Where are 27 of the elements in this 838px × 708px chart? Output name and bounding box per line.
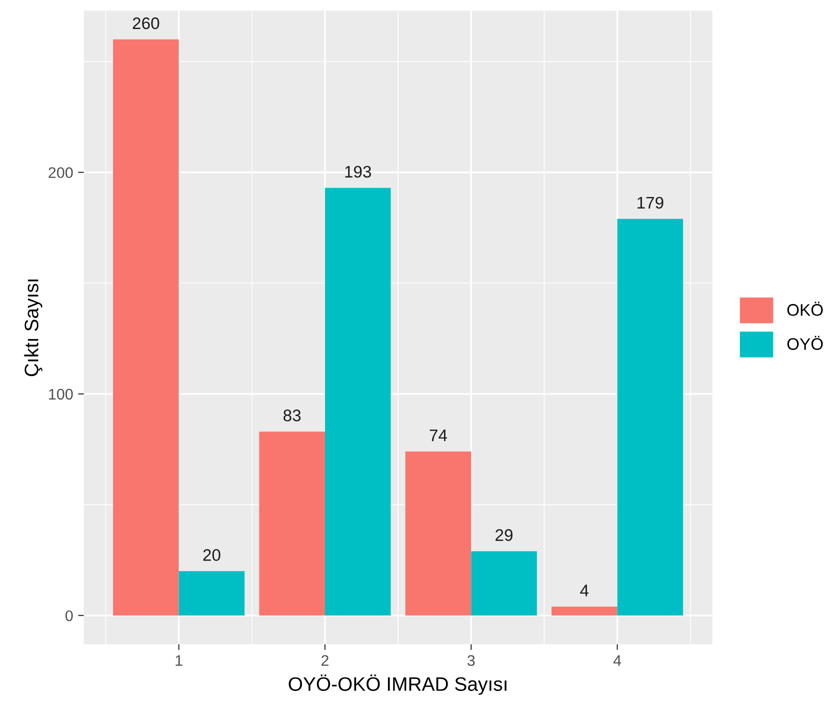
y-axis-title: Çıktı Sayısı [24,280,42,376]
legend-label: OKÖ [787,302,823,316]
data-label: 260 [132,17,160,30]
x-tick-label: 4 [613,655,622,666]
y-tick-label: 0 [65,610,73,622]
bar [617,218,684,616]
bar [113,39,179,616]
x-tick-label: 3 [467,655,475,666]
y-tick-label: 200 [48,167,73,178]
data-label: 74 [430,430,448,442]
data-label: 193 [345,166,372,178]
data-label: 20 [203,549,220,561]
bar [259,432,325,616]
data-label: 83 [284,410,301,422]
x-axis-title: OYÖ-OKÖ IMRAD Sayısı [288,674,506,695]
bar [552,606,618,616]
bar [324,188,391,616]
data-label: 179 [638,196,664,209]
y-tick-label: 100 [49,388,73,400]
data-label: 4 [580,584,589,596]
bar [471,551,537,616]
x-tick-label: 2 [321,655,328,666]
legend-label: OYÖ [787,336,823,350]
bar [405,452,472,616]
data-label: 29 [496,529,512,541]
bar [178,571,245,616]
x-tick-label: 1 [176,655,182,666]
